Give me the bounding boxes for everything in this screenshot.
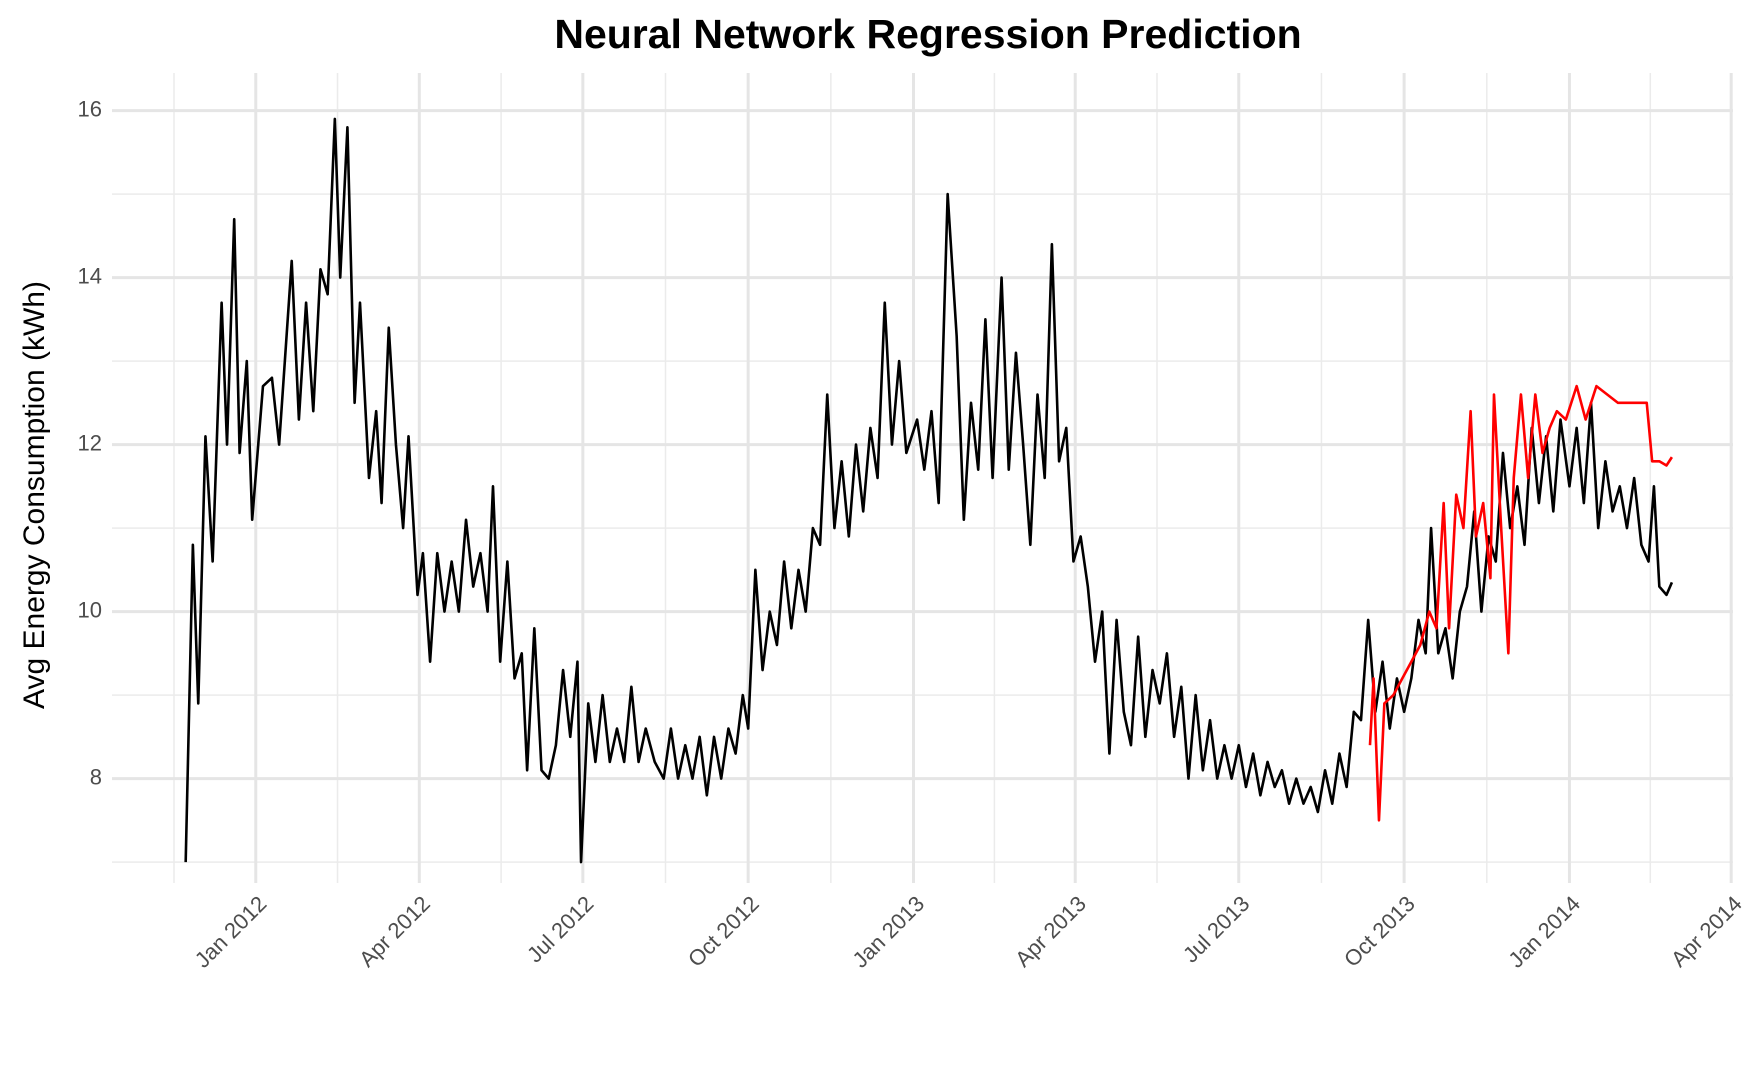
x-tick-label: Apr 2013 xyxy=(1010,891,1091,972)
x-tick-label: Jul 2013 xyxy=(1178,891,1255,968)
x-tick-label: Oct 2012 xyxy=(683,891,764,972)
x-tick-label: Jan 2012 xyxy=(190,891,272,973)
x-tick-label: Oct 2013 xyxy=(1339,891,1420,972)
data-line xyxy=(184,117,1674,864)
x-tick-label: Jan 2013 xyxy=(847,891,929,973)
y-axis-title: Avg Energy Consumption (kWh) xyxy=(18,281,51,709)
x-tick-label: Apr 2012 xyxy=(354,891,435,972)
chart-title: Neural Network Regression Prediction xyxy=(554,11,1301,57)
y-tick-label: 14 xyxy=(78,263,102,288)
y-tick-label: 8 xyxy=(90,764,102,789)
x-tick-label: Jan 2014 xyxy=(1503,891,1585,973)
y-tick-label: 12 xyxy=(78,430,102,455)
y-tick-label: 10 xyxy=(78,597,102,622)
data-line xyxy=(1368,384,1673,822)
x-tick-label: Apr 2014 xyxy=(1666,891,1747,972)
y-tick-label: 16 xyxy=(78,96,102,121)
x-tick-label: Jul 2012 xyxy=(522,891,599,968)
